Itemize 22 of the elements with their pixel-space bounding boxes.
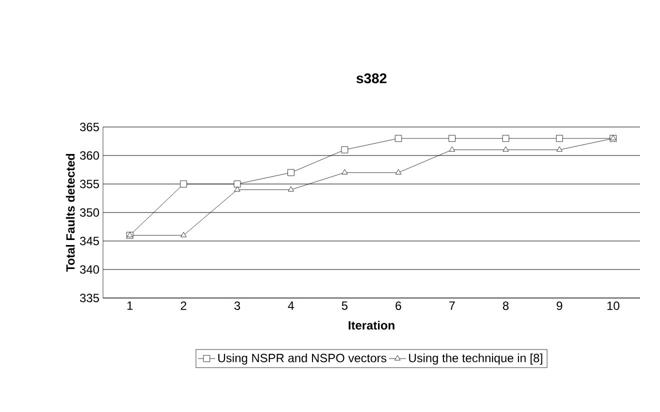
legend-label: Using NSPR and NSPO vectors xyxy=(218,354,386,365)
y-tick-label: 340 xyxy=(80,265,100,274)
y-tick-label: 355 xyxy=(80,180,99,188)
x-tick-label: 10 xyxy=(607,302,620,310)
x-tick-label: 6 xyxy=(396,302,402,310)
x-axis-title: Iteration xyxy=(348,320,394,330)
x-tick-label: 8 xyxy=(502,302,509,310)
chart-title: s382 xyxy=(356,73,386,84)
y-tick-label: 360 xyxy=(80,151,100,160)
x-tick-label: 3 xyxy=(234,302,240,310)
y-tick-label: 345 xyxy=(80,236,99,246)
y-tick-label: 335 xyxy=(80,294,99,302)
legend-label: Using the technique in [8] xyxy=(409,354,542,365)
x-tick-label: 9 xyxy=(556,302,562,310)
y-tick-label: 365 xyxy=(80,122,99,132)
x-tick-label: 7 xyxy=(449,302,455,310)
x-tick-label: 2 xyxy=(180,302,186,310)
y-tick-label: 350 xyxy=(80,208,100,217)
x-tick-label: 1 xyxy=(127,302,133,310)
x-tick-label: 4 xyxy=(288,302,294,310)
x-tick-label: 5 xyxy=(342,302,348,310)
y-axis-title: Total Faults detected xyxy=(66,154,75,272)
